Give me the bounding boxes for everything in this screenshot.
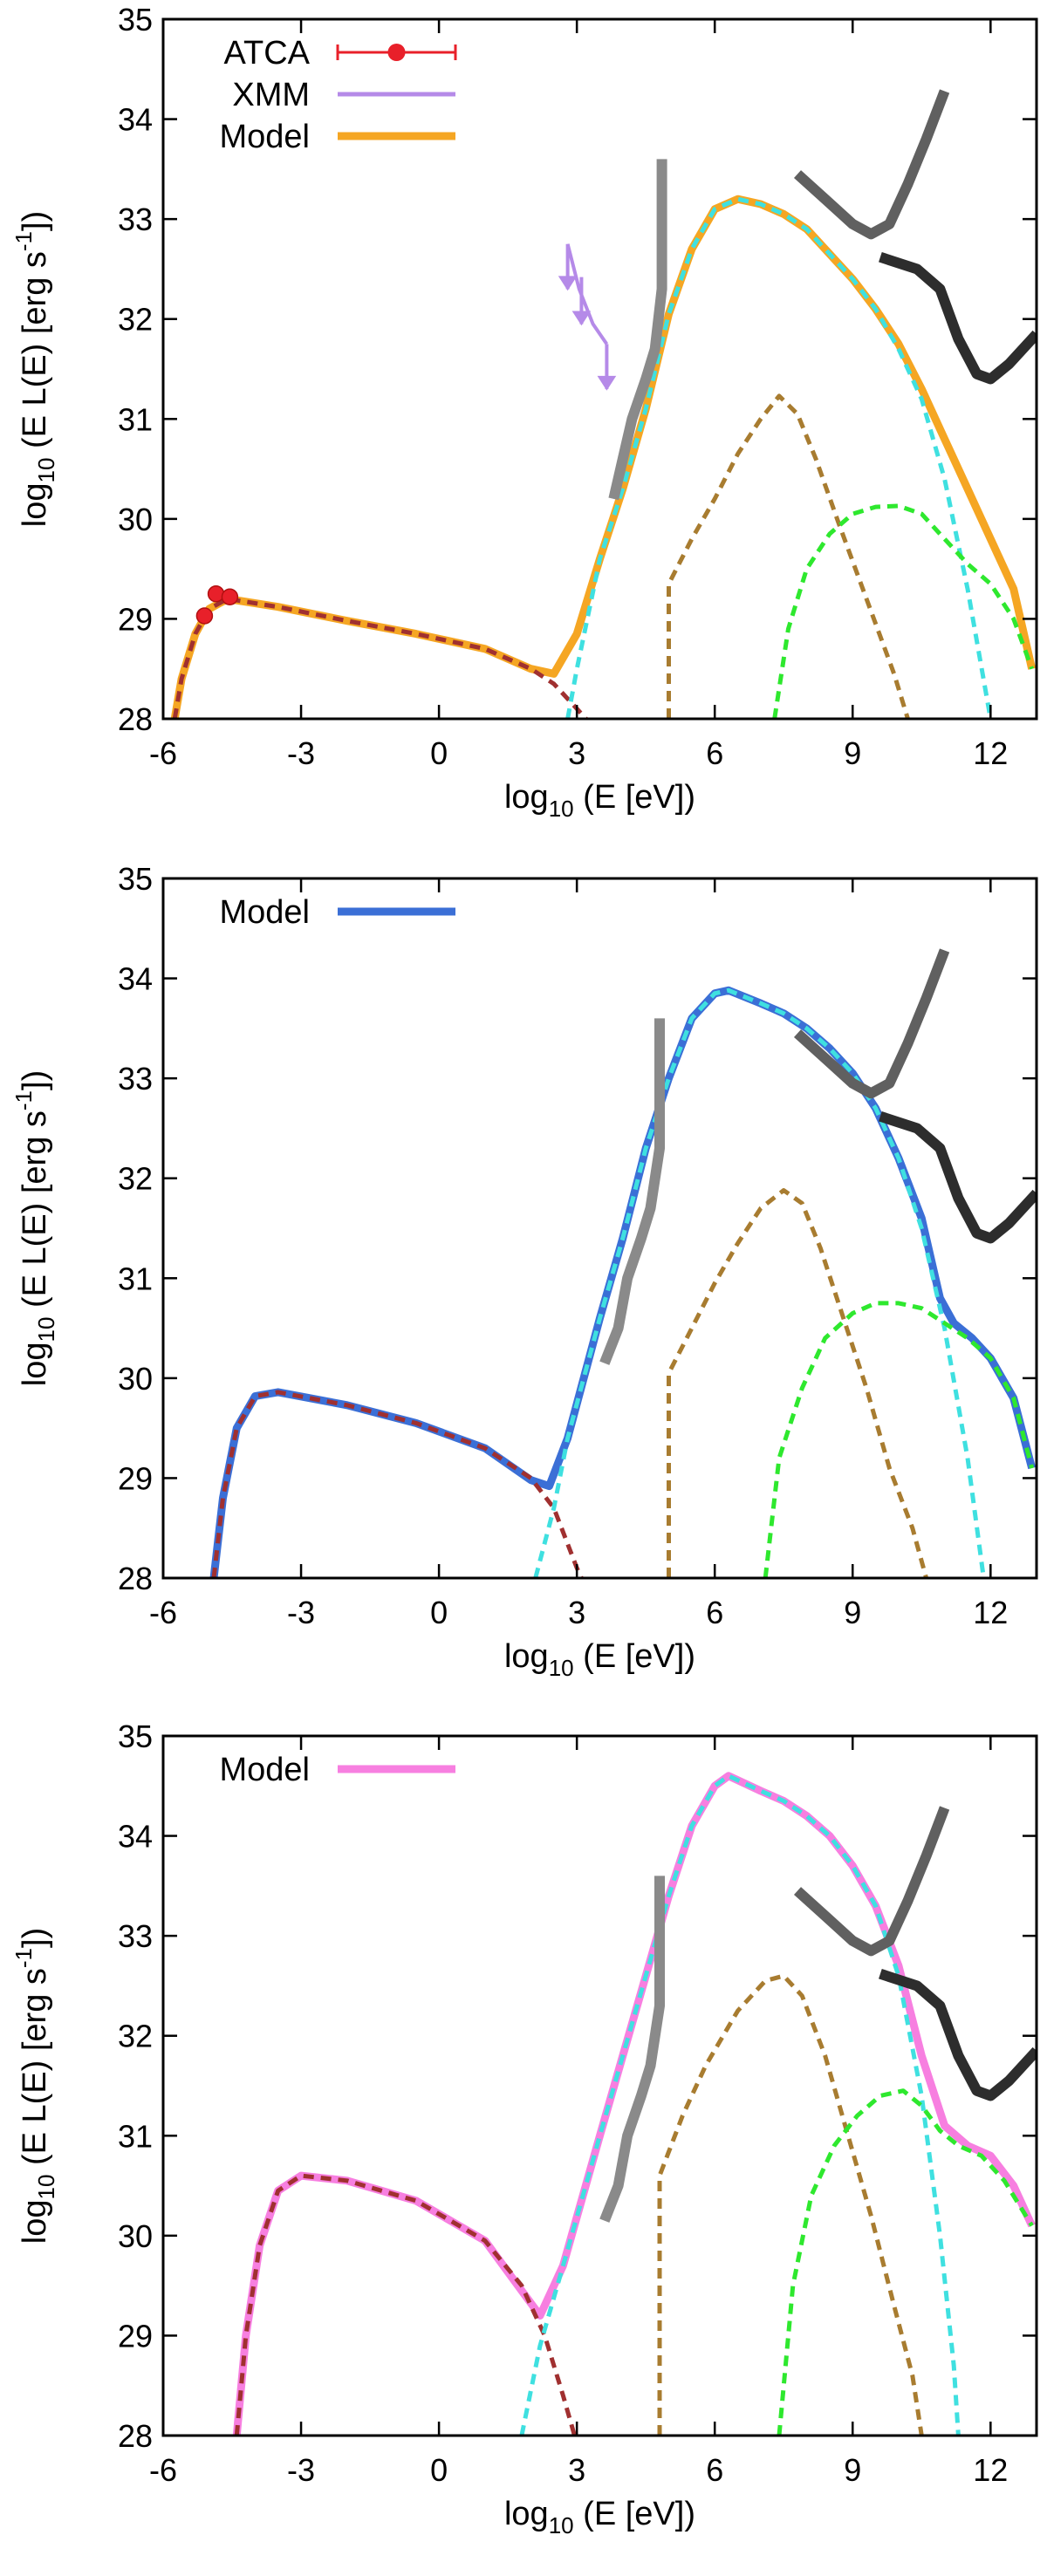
legend-label: XMM bbox=[232, 77, 310, 113]
plot-frame bbox=[161, 1734, 1038, 2437]
x-tick-label: 0 bbox=[430, 735, 448, 771]
y-axis-label: log10 (E L(E) [erg s-1]) bbox=[10, 1070, 59, 1386]
x-tick-label: 3 bbox=[568, 2452, 585, 2488]
series-sensitivity-2 bbox=[793, 89, 950, 240]
legend-label: Model bbox=[220, 119, 311, 155]
y-tick-label: 32 bbox=[118, 2019, 153, 2054]
legend: ATCA XMM Model bbox=[220, 35, 457, 155]
chart-panel-1: -6 -3 0 3 6 9 12 28 29 30 31 32 33 34 35 log10 (E [eV])… bbox=[10, 2, 1038, 822]
y-tick-label: 30 bbox=[118, 502, 153, 537]
x-tick-label: 0 bbox=[430, 1595, 448, 1630]
series-total bbox=[170, 195, 1037, 719]
series-component-2 bbox=[565, 196, 993, 719]
x-tick-label: -3 bbox=[287, 2452, 315, 2488]
series-sensitivity-1 bbox=[599, 1018, 665, 1365]
y-tick-label: 28 bbox=[118, 701, 153, 737]
chart-panel-3: -6 -3 0 3 6 9 12 28 29 30 31 32 33 34 35 log10 (E [eV])… bbox=[10, 1718, 1038, 2538]
x-tick-label: 3 bbox=[568, 1595, 585, 1630]
plot-frame bbox=[161, 17, 1038, 721]
y-tick-label: 34 bbox=[118, 102, 153, 138]
y-tick-label: 28 bbox=[118, 2418, 153, 2454]
x-tick-label: 3 bbox=[568, 735, 585, 771]
legend-marker bbox=[387, 44, 406, 61]
y-tick-label: 29 bbox=[118, 1460, 153, 1496]
x-tick-label: 6 bbox=[706, 1595, 723, 1630]
y-tick-label: 35 bbox=[118, 1718, 153, 1754]
y-axis-label: log10 (E L(E) [erg s-1]) bbox=[10, 211, 59, 527]
series-sensitivity-3 bbox=[879, 1968, 1037, 2101]
x-tick-label: -6 bbox=[149, 735, 177, 771]
x-tick-label: 12 bbox=[973, 2452, 1008, 2488]
series-component-2 bbox=[519, 1773, 961, 2436]
series-component-1 bbox=[211, 1390, 584, 1578]
legend-label: ATCA bbox=[223, 35, 310, 72]
legend-label: Model bbox=[220, 1752, 311, 1788]
series-component-3 bbox=[667, 1188, 929, 1578]
y-tick-label: 29 bbox=[118, 2318, 153, 2354]
atca-data-point bbox=[207, 585, 225, 603]
legend-label: Model bbox=[220, 894, 311, 931]
series-component-4 bbox=[777, 2088, 1034, 2436]
series-sensitivity-2 bbox=[793, 948, 950, 1099]
y-tick-label: 30 bbox=[118, 1361, 153, 1397]
xmm-arrowhead bbox=[558, 276, 578, 291]
series-sensitivity-1 bbox=[608, 159, 667, 501]
series-component-3 bbox=[657, 1973, 924, 2436]
y-tick-label: 35 bbox=[118, 2, 153, 38]
legend: Model bbox=[220, 1752, 455, 1788]
y-tick-label: 31 bbox=[118, 401, 153, 437]
xmm-arrowhead bbox=[597, 375, 617, 391]
y-tick-label: 31 bbox=[118, 1261, 153, 1296]
x-tick-label: 6 bbox=[706, 2452, 723, 2488]
series-component-3 bbox=[667, 393, 910, 719]
y-tick-label: 32 bbox=[118, 1161, 153, 1197]
x-tick-label: 6 bbox=[706, 735, 723, 771]
series-component-4 bbox=[763, 1301, 1035, 1578]
x-tick-label: -6 bbox=[149, 1595, 177, 1630]
x-axis-label: log10 (E [eV]) bbox=[504, 779, 695, 822]
y-tick-label: 35 bbox=[118, 861, 153, 897]
y-tick-label: 34 bbox=[118, 961, 153, 997]
x-axis-label: log10 (E [eV]) bbox=[504, 1638, 695, 1681]
y-tick-label: 29 bbox=[118, 601, 153, 637]
x-tick-label: 12 bbox=[973, 735, 1008, 771]
y-tick-label: 33 bbox=[118, 1918, 153, 1954]
y-tick-label: 32 bbox=[118, 302, 153, 338]
x-tick-label: 0 bbox=[430, 2452, 448, 2488]
y-tick-label: 28 bbox=[118, 1561, 153, 1596]
plot-area bbox=[170, 89, 1037, 719]
series-sensitivity-3 bbox=[879, 251, 1037, 385]
atca-data-point bbox=[195, 607, 214, 625]
series-sensitivity-1 bbox=[599, 1876, 665, 2223]
y-axis-label: log10 (E L(E) [erg s-1]) bbox=[10, 1928, 59, 2244]
series-component-2 bbox=[533, 987, 986, 1578]
x-tick-label: 9 bbox=[844, 1595, 861, 1630]
x-tick-label: -6 bbox=[149, 2452, 177, 2488]
plot-frame bbox=[161, 877, 1038, 1580]
x-tick-label: 9 bbox=[844, 2452, 861, 2488]
atca-data-point bbox=[221, 588, 239, 605]
y-tick-label: 31 bbox=[118, 2118, 153, 2154]
series-component-1 bbox=[234, 2173, 577, 2436]
x-axis-label: log10 (E [eV]) bbox=[504, 2496, 695, 2538]
chart-panel-2: -6 -3 0 3 6 9 12 28 29 30 31 32 33 34 35 log10 (E [eV])… bbox=[10, 861, 1038, 1681]
y-tick-label: 33 bbox=[118, 1061, 153, 1097]
y-tick-label: 30 bbox=[118, 2218, 153, 2254]
x-tick-label: -3 bbox=[287, 1595, 315, 1630]
series-sensitivity-3 bbox=[879, 1110, 1037, 1244]
xmm-arrowhead bbox=[571, 311, 592, 326]
plot-area bbox=[232, 1772, 1037, 2436]
series-component-1 bbox=[172, 597, 588, 719]
series-sensitivity-2 bbox=[793, 1806, 950, 1957]
y-tick-label: 33 bbox=[118, 202, 153, 237]
y-tick-label: 34 bbox=[118, 1819, 153, 1855]
xmm-connector bbox=[565, 243, 609, 345]
plot-area bbox=[209, 948, 1037, 1578]
legend: Model bbox=[220, 894, 455, 931]
x-tick-label: 12 bbox=[973, 1595, 1008, 1630]
x-tick-label: -3 bbox=[287, 735, 315, 771]
x-tick-label: 9 bbox=[844, 735, 861, 771]
